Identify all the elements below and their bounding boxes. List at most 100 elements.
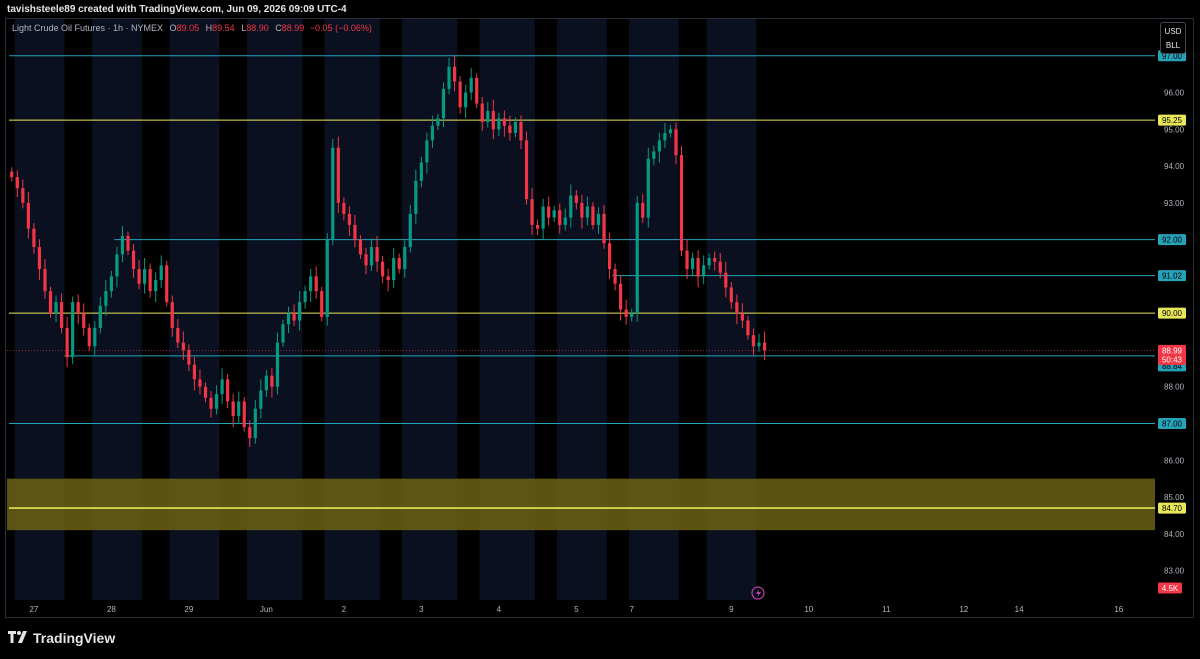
candle-body <box>198 379 202 387</box>
candle-body <box>718 261 722 273</box>
candle-body <box>281 324 285 343</box>
candle-body <box>685 250 689 270</box>
candle-body <box>21 188 25 203</box>
x-tick-label: 4 <box>497 605 502 614</box>
level-tag-87.00: 87.00 <box>1162 419 1183 428</box>
candle-body <box>76 302 80 314</box>
candle-body <box>746 320 750 336</box>
candle-body <box>558 210 562 225</box>
candle-body <box>497 118 501 130</box>
candle-body <box>358 239 363 255</box>
countdown-tag: 50:43 <box>1162 355 1183 364</box>
change-value: −0.05 (−0.06%) <box>309 23 372 33</box>
candle-body <box>480 103 484 122</box>
candle-body <box>585 206 590 218</box>
candle-body <box>143 269 147 284</box>
candle-body <box>740 313 744 321</box>
tradingview-logo-icon <box>8 630 28 646</box>
candle-body <box>65 327 69 358</box>
candle-body <box>430 125 435 141</box>
candle-body <box>464 92 468 108</box>
candle-body <box>214 394 219 409</box>
candle-body <box>574 195 578 203</box>
x-tick-label: 5 <box>574 605 579 614</box>
candle-body <box>137 269 141 284</box>
candle-body <box>607 243 612 270</box>
x-tick-label: 3 <box>419 605 424 614</box>
level-tag-97.00: 97.00 <box>1162 52 1183 61</box>
candle-body <box>231 401 235 417</box>
candle-body <box>131 250 136 270</box>
candle-body <box>547 206 551 218</box>
candle-body <box>154 280 158 292</box>
x-tick-label: 16 <box>1114 605 1123 614</box>
candle-body <box>104 291 108 306</box>
candle-body <box>630 313 634 317</box>
low-label: L <box>241 23 247 33</box>
candle-body <box>613 269 617 284</box>
candle-body <box>369 246 374 266</box>
candle-body <box>275 342 280 387</box>
candle-body <box>408 213 412 247</box>
candle-body <box>43 269 47 292</box>
currency-unit-selector[interactable]: USD BLL <box>1160 22 1186 54</box>
candle-body <box>209 397 213 409</box>
candle-body <box>115 254 119 277</box>
candle-body <box>192 364 197 380</box>
symbol-name[interactable]: Light Crude Oil Futures · 1h · NYMEX <box>12 23 164 33</box>
x-tick-label: 12 <box>959 605 968 614</box>
level-tag-95.25: 95.25 <box>1162 116 1183 125</box>
candle-body <box>646 158 650 218</box>
candle-body <box>524 140 529 200</box>
candle-body <box>336 147 340 203</box>
candle-body <box>120 235 125 255</box>
candle-body <box>309 276 313 292</box>
close-value: 88.99 <box>281 23 305 33</box>
candle-body <box>253 408 257 439</box>
events-icon[interactable] <box>751 586 765 600</box>
candle-body <box>657 140 661 152</box>
tradingview-logo[interactable]: TradingView <box>8 630 115 646</box>
y-tick-label: 85.00 <box>1164 493 1185 502</box>
candle-body <box>596 213 601 225</box>
x-tick-label: 27 <box>29 605 38 614</box>
level-tag-88.84: 88.84 <box>1162 362 1183 371</box>
candle-body <box>126 235 130 251</box>
y-tick-label: 86.00 <box>1164 456 1185 465</box>
candle-body <box>59 302 64 328</box>
candle-body <box>375 246 379 262</box>
candle-body <box>392 258 396 281</box>
last-price-tag-bg <box>1158 344 1186 365</box>
candle-body <box>381 261 385 277</box>
candle-body <box>259 390 263 409</box>
level-tag-84.70: 84.70 <box>1162 504 1183 513</box>
chart-credit: tavishsteele89 created with TradingView.… <box>7 4 347 15</box>
level-tag-91.02: 91.02 <box>1162 272 1183 281</box>
candle-body <box>220 379 224 395</box>
candle-body <box>37 246 42 270</box>
candle-body <box>26 202 30 229</box>
level-tag-92.00: 92.00 <box>1162 236 1183 245</box>
brand-name: TradingView <box>33 630 116 646</box>
candle-body <box>580 202 584 218</box>
candle-body <box>98 305 102 328</box>
y-tick-label: 88.00 <box>1164 383 1185 392</box>
candle-body <box>508 125 512 133</box>
candle-body <box>475 77 479 104</box>
y-tick-label: 96.00 <box>1164 89 1185 98</box>
candle-body <box>93 327 97 347</box>
candle-body <box>674 129 678 156</box>
candle-body <box>320 291 324 317</box>
candles <box>10 55 767 448</box>
candle-body <box>751 335 756 347</box>
level-tag-87.00-bg <box>1158 417 1186 429</box>
candle-body <box>48 291 53 314</box>
candle-body <box>762 342 767 351</box>
y-tick-label: 83.00 <box>1164 567 1185 576</box>
candle-body <box>707 258 711 266</box>
candle-body <box>724 272 728 288</box>
candle-body <box>624 309 628 317</box>
candle-body <box>419 162 423 181</box>
candle-body <box>696 258 700 277</box>
